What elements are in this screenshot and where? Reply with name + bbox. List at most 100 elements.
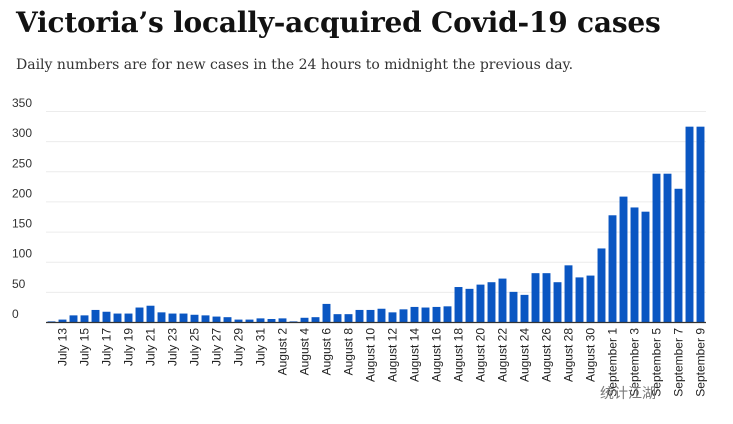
- x-tick-label: September 1: [606, 328, 620, 397]
- bar: [399, 309, 408, 322]
- bar: [366, 309, 375, 322]
- x-tick-label: August 2: [276, 328, 290, 376]
- bar: [520, 294, 529, 322]
- bar: [553, 282, 562, 322]
- y-tick-label: 200: [12, 186, 32, 200]
- bar: [421, 307, 430, 322]
- bar: [542, 273, 551, 322]
- bar: [267, 318, 276, 322]
- x-tick-label: August 30: [584, 328, 598, 382]
- bar: [146, 305, 155, 322]
- x-tick-label: July 17: [100, 328, 114, 366]
- bar: [135, 307, 144, 322]
- bar: [652, 173, 661, 322]
- bar: [355, 309, 364, 322]
- y-axis-ticks: 0 50 100 150 200 250 300 350: [12, 96, 32, 321]
- x-tick-label: August 8: [342, 328, 356, 376]
- x-tick-label: July 13: [56, 328, 70, 366]
- bars: [47, 126, 705, 322]
- bar: [300, 317, 309, 322]
- chart-subtitle: Daily numbers are for new cases in the 2…: [16, 57, 574, 73]
- y-tick-label: 300: [12, 126, 32, 140]
- bar: [256, 318, 265, 322]
- bar: [498, 278, 507, 322]
- y-tick-label: 150: [12, 217, 32, 231]
- x-tick-label: August 28: [562, 328, 576, 382]
- x-tick-label: August 20: [474, 328, 488, 382]
- x-tick-label: July 15: [78, 328, 92, 366]
- bar: [69, 315, 78, 322]
- bar: [333, 314, 342, 322]
- gridlines: [46, 111, 706, 293]
- bar: [157, 312, 166, 322]
- bar: [410, 306, 419, 322]
- bar: [476, 284, 485, 322]
- x-tick-label: August 16: [430, 328, 444, 382]
- x-tick-label: July 29: [232, 328, 246, 366]
- bar: [685, 126, 694, 322]
- y-tick-label: 100: [12, 247, 32, 261]
- bar: [102, 311, 111, 322]
- y-tick-label: 350: [12, 96, 32, 110]
- bar: [454, 287, 463, 322]
- x-tick-label: September 3: [628, 328, 642, 397]
- bar: [487, 282, 496, 322]
- x-tick-label: July 31: [254, 328, 268, 366]
- bar: [586, 275, 595, 322]
- x-tick-label: August 12: [386, 328, 400, 382]
- x-tick-label: August 22: [496, 328, 510, 382]
- x-tick-label: August 4: [298, 328, 312, 376]
- x-tick-label: August 14: [408, 328, 422, 382]
- x-tick-label: August 24: [518, 328, 532, 382]
- bar: [465, 288, 474, 322]
- bar: [201, 315, 210, 322]
- bar: [91, 309, 100, 322]
- bar: [113, 313, 122, 322]
- x-tick-label: July 23: [166, 328, 180, 366]
- bar: [58, 319, 67, 322]
- bar: [432, 306, 441, 322]
- bar: [179, 313, 188, 322]
- bar: [388, 312, 397, 322]
- x-tick-label: September 5: [650, 328, 664, 397]
- x-tick-label: July 21: [144, 328, 158, 366]
- x-tick-label: August 10: [364, 328, 378, 382]
- bar: [641, 211, 650, 322]
- bar: [311, 317, 320, 322]
- bar: [47, 321, 56, 322]
- x-tick-label: July 25: [188, 328, 202, 366]
- bar: [190, 314, 199, 322]
- bar: [630, 207, 639, 322]
- x-tick-label: August 26: [540, 328, 554, 382]
- bar: [619, 196, 628, 322]
- x-axis-ticks: July 13 July 15 July 17 July 19 July 21 July …: [56, 328, 708, 397]
- bar: [212, 316, 221, 322]
- bar: [289, 321, 298, 322]
- x-tick-label: July 19: [122, 328, 136, 366]
- bar: [168, 313, 177, 322]
- x-tick-label: August 6: [320, 328, 334, 376]
- bar: [344, 314, 353, 322]
- bar: [575, 277, 584, 322]
- bar: [663, 173, 672, 322]
- x-tick-label: August 18: [452, 328, 466, 382]
- bar: [531, 273, 540, 322]
- bar: [597, 248, 606, 322]
- y-tick-label: 250: [12, 156, 32, 170]
- bar: [234, 319, 243, 322]
- bar: [443, 306, 452, 322]
- bar: [674, 188, 683, 322]
- bar: [509, 291, 518, 322]
- bar: [80, 315, 89, 322]
- bar: [608, 215, 617, 322]
- bar: [223, 317, 232, 322]
- chart-title: Victoria’s locally-acquired Covid-19 cas…: [16, 6, 661, 39]
- bar: [322, 303, 331, 322]
- x-tick-label: July 27: [210, 328, 224, 366]
- x-tick-label: September 7: [672, 328, 686, 397]
- y-tick-label: 0: [12, 307, 19, 321]
- bar: [278, 318, 287, 322]
- watermark-text: 统计江湖: [600, 386, 656, 402]
- bar: [245, 319, 254, 322]
